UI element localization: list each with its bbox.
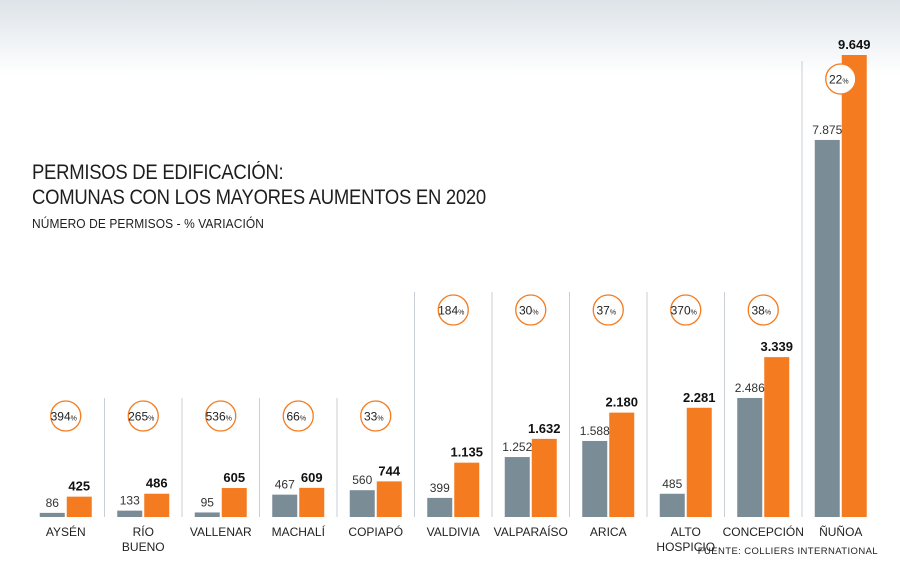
variation-badge-unit: % <box>691 310 697 317</box>
chart-title-line-1: PERMISOS DE EDIFICACIÓN: <box>32 161 284 184</box>
bar-previous <box>659 493 685 517</box>
bar-current <box>144 493 170 517</box>
category-label: CONCEPCIÓN <box>723 524 804 539</box>
variation-badge-text: 184% <box>438 304 464 318</box>
category-label: HOSPICIO <box>656 540 715 554</box>
variation-badge-ring <box>515 294 547 326</box>
variation-badge-ring <box>747 294 779 326</box>
value-label-previous: 86 <box>46 496 60 510</box>
value-label-previous: 399 <box>430 481 450 495</box>
bar-current <box>686 407 712 517</box>
value-label-current: 486 <box>146 476 168 491</box>
variation-badge-ring <box>50 400 82 432</box>
variation-badge-unit: % <box>148 416 154 423</box>
variation-badge-ring <box>670 294 702 326</box>
value-label-previous: 467 <box>275 478 295 492</box>
chart-title-block: PERMISOS DE EDIFICACIÓN: COMUNAS CON LOS… <box>32 160 548 231</box>
category-label: VALLENAR <box>190 525 252 539</box>
value-label-previous: 95 <box>201 495 215 509</box>
variation-badge-ring <box>592 294 624 326</box>
variation-badge-ring <box>127 400 159 432</box>
value-label-current: 744 <box>378 463 400 478</box>
value-labels: 86 425 133 486 95 605 467 609 560 744 399 1.135 1.25… <box>46 37 871 510</box>
variation-badge-unit: % <box>532 310 538 317</box>
bar-current <box>66 496 92 517</box>
variation-badge-unit: % <box>458 310 464 317</box>
variation-badge-text: 370% <box>671 304 697 318</box>
bar-current <box>221 488 247 517</box>
variation-badge-text: 265% <box>128 410 154 424</box>
variation-badge-text: 536% <box>206 410 232 424</box>
value-label-current: 609 <box>301 470 323 485</box>
category-label: ÑUÑOA <box>819 525 862 539</box>
bar-previous <box>737 397 763 517</box>
value-label-current: 3.339 <box>760 339 793 354</box>
variation-badge-ring <box>437 294 469 326</box>
bar-current <box>841 55 867 517</box>
variation-badge-ring <box>360 400 392 432</box>
bar-current <box>609 412 635 517</box>
category-label: AYSÉN <box>46 524 86 539</box>
bar-previous <box>582 440 608 517</box>
value-label-previous: 560 <box>352 473 372 487</box>
bar-previous <box>349 490 375 517</box>
value-label-current: 1.135 <box>450 445 483 460</box>
variation-badge-unit: % <box>842 79 848 86</box>
variation-badge-ring <box>282 400 314 432</box>
bar-previous <box>39 512 65 517</box>
value-label-previous: 2.486 <box>735 381 765 395</box>
variation-badge-unit: % <box>226 416 232 423</box>
variation-badge-unit: % <box>610 310 616 317</box>
bar-previous <box>814 139 840 518</box>
bar-previous <box>117 510 143 517</box>
value-label-current: 2.180 <box>605 395 638 410</box>
column-dividers <box>104 61 803 517</box>
variation-badge-unit: % <box>300 416 306 423</box>
value-label-current: 2.281 <box>683 390 716 405</box>
value-label-previous: 133 <box>120 494 140 508</box>
source-note: FUENTE: COLLIERS INTERNATIONAL <box>697 546 878 557</box>
bar-previous <box>194 512 220 517</box>
category-label: ARICA <box>590 525 627 539</box>
value-label-current: 605 <box>223 470 245 485</box>
category-label: VALPARAÍSO <box>494 524 568 539</box>
value-label-current: 9.649 <box>838 37 871 52</box>
variation-badge-ring <box>825 63 857 95</box>
bar-current <box>299 487 325 517</box>
bar-previous <box>272 494 298 517</box>
chart-subtitle: NÚMERO DE PERMISOS - % VARIACIÓN <box>32 216 264 231</box>
variation-badge-text: 394% <box>51 410 77 424</box>
category-label: COPIAPÓ <box>348 524 403 539</box>
variation-badge-unit: % <box>71 416 77 423</box>
variation-badges: 394% 265% 536% 66% 33%184% 30% 37% 370% 38%22% <box>50 63 857 432</box>
category-label: MACHALÍ <box>272 524 326 539</box>
variation-badge-ring <box>205 400 237 432</box>
category-label: VALDIVIA <box>427 525 480 539</box>
value-label-current: 1.632 <box>528 421 561 436</box>
bar-current <box>454 462 480 517</box>
value-label-previous: 485 <box>662 477 682 491</box>
category-label: BUENO <box>122 540 165 554</box>
bar-current <box>376 481 402 517</box>
bar-previous <box>504 457 530 517</box>
category-label: RÍO <box>133 524 154 539</box>
category-label: ALTO <box>671 525 701 539</box>
variation-badge-unit: % <box>377 416 383 423</box>
bar-current <box>531 438 557 517</box>
value-label-current: 425 <box>68 479 90 494</box>
variation-badge-unit: % <box>765 310 771 317</box>
value-label-previous: 7.875 <box>812 123 842 137</box>
bar-current <box>764 357 790 517</box>
value-label-previous: 1.588 <box>580 424 610 438</box>
bar-previous <box>427 497 453 517</box>
value-label-previous: 1.252 <box>502 440 532 454</box>
chart-title-line-2: COMUNAS CON LOS MAYORES AUMENTOS EN 2020 <box>32 186 486 209</box>
bars <box>39 55 867 518</box>
